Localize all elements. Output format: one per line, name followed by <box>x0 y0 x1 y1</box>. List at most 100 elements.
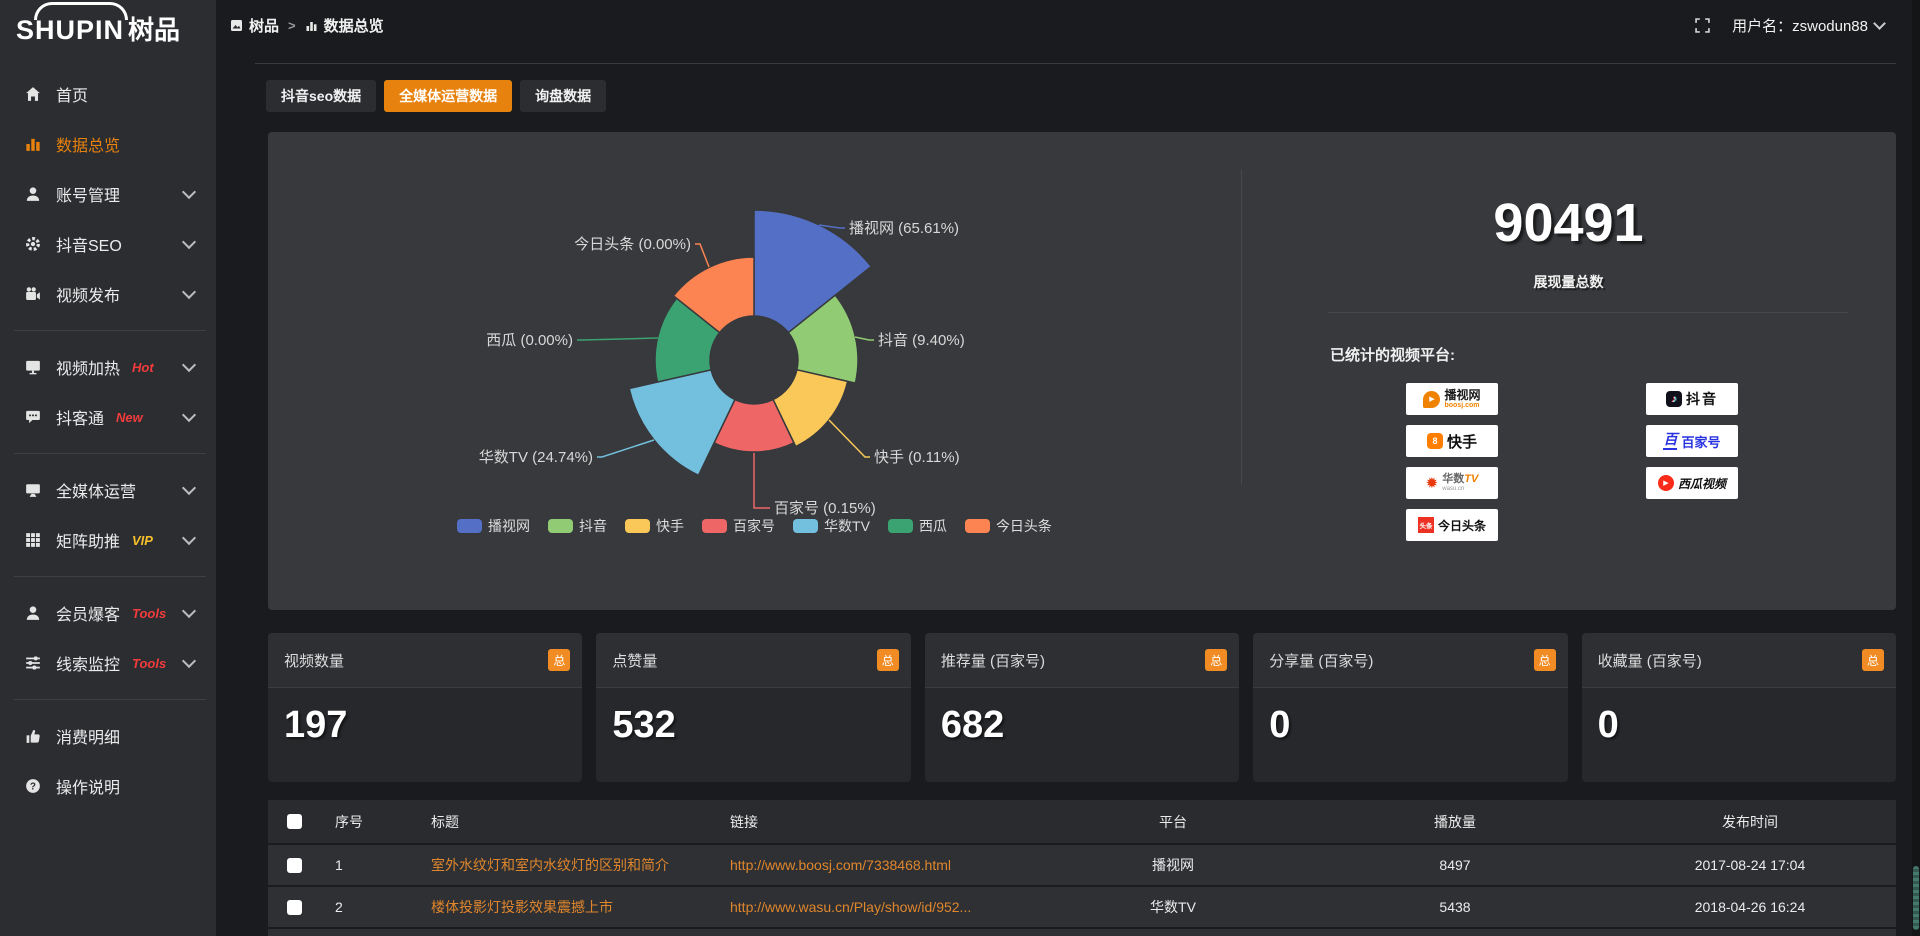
sidebar-divider <box>14 453 206 454</box>
stat-card-value: 0 <box>1269 704 1291 746</box>
scrollbar[interactable] <box>1912 0 1920 936</box>
sidebar-item-label: 抖客通 <box>56 411 105 428</box>
legend-swatch <box>702 519 728 533</box>
sidebar-item-chat[interactable]: 抖客通 New <box>0 397 216 437</box>
platform-name: 华数TV <box>1442 473 1479 486</box>
legend-label: 百家号 <box>733 518 776 534</box>
legend-item[interactable]: 快手 <box>625 516 684 536</box>
video-camera-icon <box>24 286 41 303</box>
sidebar-item-badge: Tools <box>132 655 167 671</box>
table-row: 1 室外水纹灯和室内水纹灯的区别和简介 http://www.boosj.com/7… <box>268 845 1896 887</box>
breadcrumb-item[interactable]: 树品 <box>230 15 279 36</box>
sidebar-item-gear[interactable]: 抖音SEO <box>0 224 216 264</box>
select-all-checkbox[interactable] <box>287 814 302 829</box>
sidebar-item-monitor[interactable]: 全媒体运营 <box>0 470 216 510</box>
cell-title-link[interactable]: 室外水纹灯和室内水纹灯的区别和简介 <box>431 857 669 873</box>
sidebar-item-help-circle[interactable]: ? 操作说明 <box>0 766 216 806</box>
breadcrumb-label: 数据总览 <box>323 17 384 35</box>
legend-label: 播视网 <box>488 518 531 534</box>
sidebar-item-grid[interactable]: 矩阵助推 VIP <box>0 520 216 560</box>
help-circle-icon: ? <box>24 778 41 795</box>
sidebar-item-display[interactable]: 视频加热 Hot <box>0 347 216 387</box>
cell-url-link[interactable]: http://www.boosj.com/7338468.html <box>730 857 952 873</box>
tab-inquiry[interactable]: 询盘数据 <box>520 80 607 112</box>
chevron-down-icon <box>181 530 197 546</box>
platform-name: 西瓜视频 <box>1677 476 1726 491</box>
baijiahao-logo-icon: 百 <box>1663 431 1678 450</box>
tab-omnimedia[interactable]: 全媒体运营数据 <box>384 80 513 112</box>
platform-badge-grid: ▶ 播视网 boosj.com 8 快手 ✹ 华数TV wasu.cn 头条 今日头条 ♪ 抖音百百家… <box>1406 383 1738 541</box>
user-icon <box>24 186 41 203</box>
col-header-title: 标题 <box>431 813 459 830</box>
panel-vertical-divider <box>1241 170 1242 484</box>
pie-slice-0[interactable] <box>753 209 873 334</box>
legend-item[interactable]: 百家号 <box>702 516 775 536</box>
stat-card-0: 视频数量 总 197 <box>268 633 583 782</box>
legend-item[interactable]: 西瓜 <box>887 516 947 536</box>
toutiao-logo-icon: 头条 <box>1417 517 1434 533</box>
row-checkbox[interactable] <box>287 899 302 915</box>
legend-label: 华数TV <box>824 518 870 534</box>
legend-item[interactable]: 华数TV <box>793 516 870 536</box>
cell-time: 2017-08-24 17:04 <box>1694 857 1806 873</box>
pie-label: 百家号 (0.15%) <box>774 500 876 517</box>
topbar-divider <box>255 63 1896 64</box>
legend-swatch <box>964 519 990 533</box>
pie-label-line <box>753 453 770 509</box>
fullscreen-icon[interactable] <box>1695 17 1710 33</box>
legend-item[interactable]: 抖音 <box>548 516 607 536</box>
table-row: 2 楼体投影灯投影效果震撼上市 http://www.wasu.cn/Play/sh… <box>268 887 1896 929</box>
pie-slice-6[interactable] <box>672 256 755 334</box>
pie-label: 快手 (0.11%) <box>874 449 960 466</box>
breadcrumb-item[interactable]: 数据总览 <box>305 15 384 36</box>
platform-sub: boosj.com <box>1444 401 1480 409</box>
pie-slice-2[interactable] <box>772 368 849 448</box>
legend-label: 今日头条 <box>995 518 1052 534</box>
stat-card-title: 分享量 (百家号) <box>1269 652 1374 670</box>
stat-card-title: 收藏量 (百家号) <box>1597 652 1702 670</box>
tab-douyin-seo[interactable]: 抖音seo数据 <box>266 80 377 112</box>
sidebar-item-thumb-up[interactable]: 消费明细 <box>0 716 216 756</box>
thumb-up-icon <box>24 728 41 745</box>
pie-slice-4[interactable] <box>628 368 736 477</box>
app-logo: SHUPIN 树品 <box>0 0 216 66</box>
sidebar-item-video-camera[interactable]: 视频发布 <box>0 274 216 314</box>
pie-label: 西瓜 (0.00%) <box>486 332 573 349</box>
row-checkbox[interactable] <box>287 857 302 873</box>
sidebar-item-bar-chart[interactable]: 数据总览 <box>0 124 216 164</box>
chat-icon <box>24 409 41 426</box>
pie-label-line <box>828 419 870 458</box>
stat-card-title: 推荐量 (百家号) <box>940 652 1045 670</box>
chevron-down-icon <box>181 480 197 496</box>
sidebar-item-label: 操作说明 <box>56 780 121 797</box>
stat-cards: 视频数量总 197 点赞量总 532 推荐量 (百家号) 总 682 分享量 (百家号) 总 0 收… <box>268 633 1897 782</box>
chevron-down-icon <box>181 407 197 423</box>
sidebar-divider <box>14 576 206 577</box>
xigua-logo: ▶ 西瓜视频 <box>1646 467 1738 499</box>
data-tabs: 抖音seo数据 全媒体运营数据 询盘数据 <box>266 80 607 112</box>
breadcrumb-label: 树品 <box>249 17 280 35</box>
pie-label-line <box>854 336 874 341</box>
legend-item[interactable]: 今日头条 <box>964 516 1052 536</box>
sidebar-item-label: 数据总览 <box>56 138 121 155</box>
user-menu[interactable]: 用户名：zswodun88 <box>1732 15 1886 36</box>
sidebar-item-user[interactable]: 账号管理 <box>0 174 216 214</box>
topbar: 树品 > 数据总览 用户名：zswodun88 <box>216 0 1920 50</box>
stat-card-4: 收藏量 (百家号) 总 0 <box>1581 633 1897 782</box>
bar-chart-icon <box>24 136 41 153</box>
cell-no: 1 <box>335 857 343 873</box>
legend-item[interactable]: 播视网 <box>457 516 530 536</box>
xigua-logo-icon: ▶ <box>1657 475 1674 491</box>
pie-slice-1[interactable] <box>787 294 859 384</box>
table-header-row: 序号 标题 链接 平台 播放量 发布时间 <box>268 800 1896 845</box>
sidebar-item-sliders[interactable]: 线索监控 Tools <box>0 643 216 683</box>
monitor-icon <box>24 482 41 499</box>
cell-url-link[interactable]: http://www.wasu.cn/Play/show/id/952... <box>730 899 972 915</box>
sidebar-item-user-group[interactable]: 会员爆客 Tools <box>0 593 216 633</box>
stat-card-title: 视频数量 <box>284 652 345 670</box>
legend-swatch <box>457 519 483 533</box>
cell-title-link[interactable]: 楼体投影灯投影效果震撼上市 <box>431 899 613 915</box>
sidebar-item-home[interactable]: 首页 <box>0 74 216 114</box>
scrollbar-thumb[interactable] <box>1913 866 1919 930</box>
overview-panel: 播视网 (65.61%) 抖音 (9.40%) 快手 (0.11%) 百家号 (0.1… <box>268 132 1896 610</box>
